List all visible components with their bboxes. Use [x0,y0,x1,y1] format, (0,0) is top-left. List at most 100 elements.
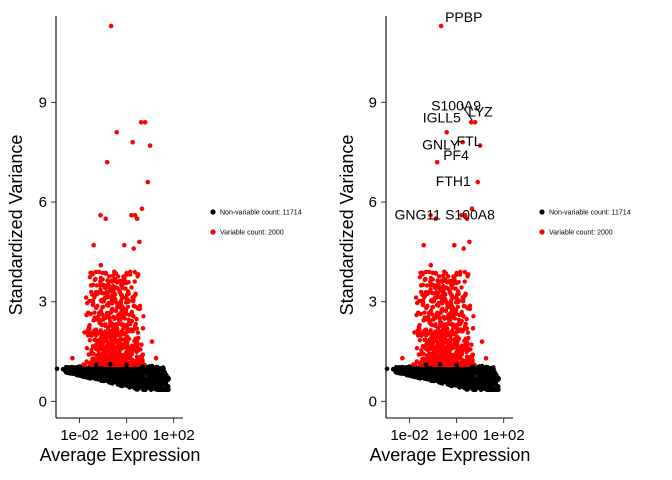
variable-point [106,282,111,288]
variable-point [134,349,139,355]
variable-point [453,358,458,363]
non-variable-point [107,375,113,381]
non-variable-point [423,362,429,368]
variable-point [132,213,138,218]
non-variable-point [486,380,491,385]
variable-point [475,179,481,185]
non-variable-point [470,380,476,386]
variable-point [445,332,451,337]
variable-point [124,311,129,316]
non-variable-point [74,369,80,374]
variable-point [137,361,142,366]
variable-point [119,282,124,288]
variable-point [466,272,471,277]
variable-point [440,286,445,291]
gene-label: PF4 [443,147,469,163]
variable-point [119,303,125,309]
variable-point [462,279,467,284]
non-variable-point [162,387,167,392]
non-variable-point [462,368,467,373]
variable-point [84,346,90,351]
gene-label: PPBP [445,9,482,25]
variable-point [427,362,433,367]
variable-point [452,242,457,248]
non-variable-point [109,380,115,386]
non-variable-point [151,381,156,387]
non-variable-point [139,371,144,377]
variable-point [450,322,455,327]
non-variable-point [132,368,137,373]
variable-point [147,143,153,148]
variable-point [449,303,454,309]
variable-point [130,313,136,318]
non-variable-point [116,372,122,378]
variable-point [112,269,117,275]
non-variable-point [418,376,423,381]
variable-point [131,246,136,251]
non-variable-point [147,384,153,390]
variable-point [446,312,451,318]
variable-point [447,349,452,354]
legend-key [210,229,216,235]
non-variable-point [86,366,92,371]
variable-point [134,216,140,221]
variable-point [103,329,109,335]
variable-point [98,279,103,284]
variable-point [442,316,447,321]
variable-point [126,280,131,285]
variable-point [116,312,121,318]
variable-point [433,323,438,328]
variable-point [103,355,108,361]
variable-point [434,312,440,318]
variable-point [449,293,455,298]
variable-point [443,322,449,327]
variable-point [459,285,464,290]
x-axis-title: Average Expression [370,445,531,465]
variable-point [418,311,423,317]
variable-point [118,361,124,366]
variable-point [135,306,141,311]
non-variable-point [461,379,467,385]
variable-point [94,305,99,311]
variable-point [119,329,125,334]
non-variable-point [432,367,437,372]
y-tick-label: 6 [39,194,47,211]
variable-point [443,352,449,358]
non-variable-point [135,380,141,385]
variable-point [456,329,462,334]
variable-point [119,308,125,313]
variable-point [136,272,141,277]
variable-point [433,329,439,335]
variable-point [94,328,99,334]
variable-point [97,339,103,344]
variable-point [133,342,138,347]
non-variable-point [456,384,462,389]
variable-point [130,360,135,366]
non-variable-point [484,375,490,381]
non-variable-point [492,370,497,376]
variable-point [479,339,485,344]
variable-point [420,299,425,304]
variable-point [470,352,476,357]
variable-point [451,314,456,319]
non-variable-point [482,369,487,374]
variable-point [139,342,144,347]
non-variable-point [106,366,111,372]
variable-point [106,345,112,350]
variable-point [136,335,141,341]
variable-point [467,361,472,366]
variable-point [465,306,471,311]
variable-point [103,216,108,221]
variable-point [438,355,443,360]
variable-point [117,279,122,284]
gene-label: GNG11 [395,206,442,222]
non-variable-point [418,371,424,377]
variable-point [112,298,117,303]
variable-point [445,286,450,291]
variable-point [438,23,444,29]
non-variable-point [404,369,410,374]
variable-point [449,308,455,313]
variable-point [134,354,140,359]
variable-point [437,274,442,279]
non-variable-point [117,382,122,388]
